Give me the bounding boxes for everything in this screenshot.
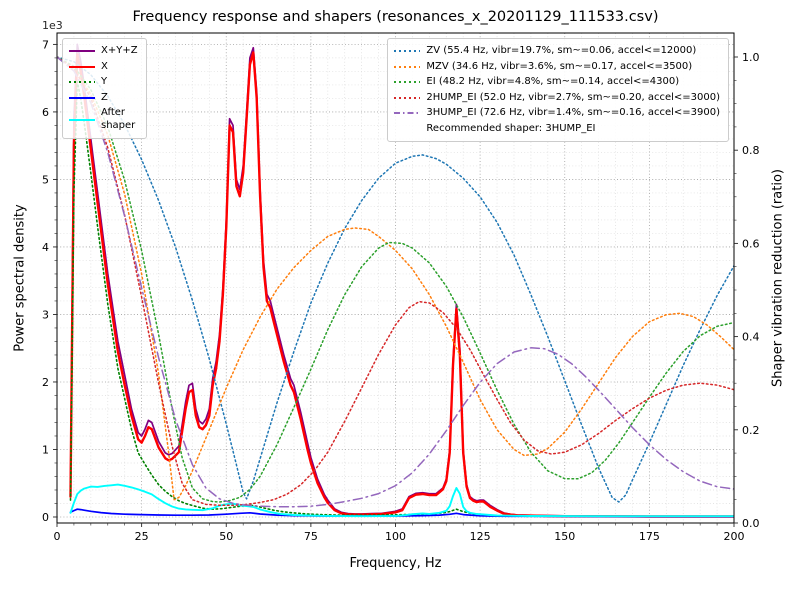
shaper-legend: ZV (55.4 Hz, vibr=19.7%, sm~=0.06, accel… (387, 38, 729, 142)
series-3hump-ei (57, 56, 734, 508)
y-left-tick-label: 4 (42, 241, 49, 254)
y-right-tick-label: 0.2 (742, 424, 760, 437)
x-tick-label: 150 (554, 530, 575, 543)
x-tick-label: 100 (385, 530, 406, 543)
series-y (69, 80, 734, 518)
legend-label: After shaper (101, 107, 136, 131)
series-2hump-ei (57, 56, 734, 507)
series-mzv (57, 56, 734, 501)
legend-line-sample (69, 81, 95, 84)
legend-line-sample (69, 50, 95, 53)
y-left-tick-label: 5 (42, 173, 49, 186)
legend-item-2hump-ei: 2HUMP_EI (52.0 Hz, vibr=2.7%, sm~=0.20, … (394, 92, 720, 105)
y-axis-label-left: Power spectral density (12, 204, 28, 352)
legend-label: Y (101, 76, 108, 87)
y-right-tick-label: 0.8 (742, 144, 760, 157)
x-axis-label: Frequency, Hz (349, 556, 442, 571)
legend-line-sample (394, 81, 421, 84)
legend-line-sample (394, 112, 421, 115)
y-left-tick-label: 7 (42, 38, 49, 51)
series-after-shaper (69, 483, 734, 518)
legend-label: ZV (55.4 Hz, vibr=19.7%, sm~=0.06, accel… (426, 45, 697, 56)
x-tick-label: 0 (54, 530, 61, 543)
legend-line-sample (69, 96, 95, 99)
axis-ticks (53, 43, 738, 527)
legend-item-x: X (69, 61, 138, 74)
x-tick-label: 200 (724, 530, 745, 543)
y-left-tick-label: 2 (42, 376, 49, 389)
legend-label: 3HUMP_EI (72.6 Hz, vibr=1.4%, sm~=0.16, … (426, 107, 720, 118)
y-left-tick-label: 1 (42, 443, 49, 456)
y-axis-label-right: Shaper vibration reduction (ratio) (770, 169, 786, 387)
legend-item-recommended: Recommended shaper: 3HUMP_EI (394, 123, 720, 136)
legend-label: X+Y+Z (101, 45, 138, 56)
y-right-tick-label: 0.4 (742, 331, 760, 344)
curves (57, 43, 734, 518)
chart-title: Frequency response and shapers (resonanc… (132, 9, 659, 25)
legend-line-sample (394, 50, 421, 53)
y-right-tick-label: 0.0 (742, 517, 760, 530)
legend-line-sample (394, 96, 421, 99)
x-tick-label: 175 (639, 530, 660, 543)
legend-item-z: Z (69, 92, 138, 105)
legend-item-mzv: MZV (34.6 Hz, vibr=3.6%, sm~=0.17, accel… (394, 61, 720, 74)
x-tick-label: 25 (135, 530, 149, 543)
y-left-tick-label: 6 (42, 106, 49, 119)
series-ei (57, 56, 734, 503)
series-x (69, 51, 734, 518)
legend-label: 2HUMP_EI (52.0 Hz, vibr=2.7%, sm~=0.20, … (426, 91, 720, 103)
x-tick-label: 125 (470, 530, 491, 543)
legend-label: EI (48.2 Hz, vibr=4.8%, sm~=0.14, accel<… (426, 76, 680, 87)
legend-item-x-sum: X+Y+Z (69, 45, 138, 58)
y-right-tick-label: 1.0 (742, 51, 760, 64)
legend-item-zv: ZV (55.4 Hz, vibr=19.7%, sm~=0.06, accel… (394, 45, 720, 58)
legend-line-sample (394, 65, 421, 68)
legend-item-y: Y (69, 76, 138, 89)
x-tick-label: 50 (219, 530, 233, 543)
legend-item-ei: EI (48.2 Hz, vibr=4.8%, sm~=0.14, accel<… (394, 76, 720, 89)
legend-line-sample (69, 118, 95, 121)
series-z (69, 508, 734, 518)
legend-line-sample (69, 65, 95, 68)
psd-legend: X+Y+Z X Y Z After shaper (62, 38, 147, 139)
y-right-tick-label: 0.6 (742, 237, 760, 250)
legend-label: X (101, 60, 108, 72)
legend-item-after-shaper: After shaper (69, 107, 138, 132)
legend-label: Recommended shaper: 3HUMP_EI (426, 122, 596, 134)
y-left-tick-label: 0 (42, 511, 49, 524)
legend-spacer (394, 124, 420, 134)
legend-label: MZV (34.6 Hz, vibr=3.6%, sm~=0.17, accel… (426, 60, 693, 72)
y-axis-offset-text: 1e3 (42, 19, 63, 32)
y-left-tick-label: 3 (42, 308, 49, 321)
x-tick-label: 75 (304, 530, 318, 543)
series-zv (57, 56, 734, 503)
legend-label: Z (101, 91, 108, 103)
legend-item-3hump-ei: 3HUMP_EI (72.6 Hz, vibr=1.4%, sm~=0.16, … (394, 107, 720, 120)
tick-labels: 0 25 50 75 100 125 150 175 200 0 1 2 3 4 5 6 7 0.0 0.2 0.4 0… (42, 38, 760, 543)
